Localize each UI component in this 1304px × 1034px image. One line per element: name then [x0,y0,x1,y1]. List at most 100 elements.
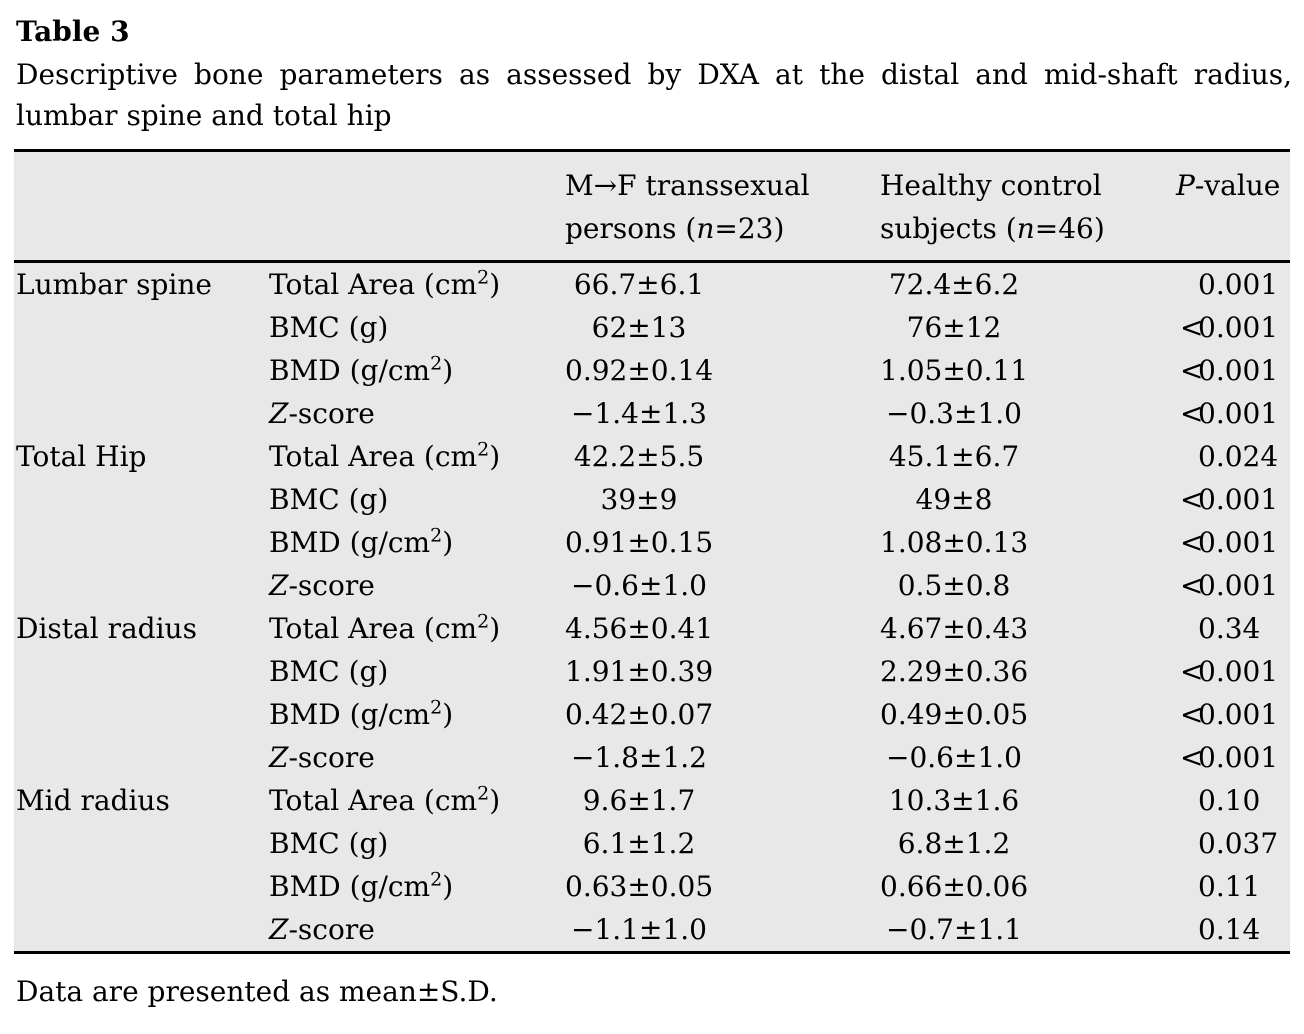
header-empty-cell-2 [267,150,563,263]
value-cell-mf: 42.2±5.5 [563,435,878,478]
pvalue-cell: 0.024 [1174,435,1290,478]
table-row: BMD (g/cm2) 0.91±0.15 1.08±0.13 <0.001 [14,521,1290,564]
value-cell-mf: 4.56±0.41 [563,607,878,650]
header-col-control: Healthy control subjects (n=46) [878,150,1174,263]
pvalue-less-than: < [1180,569,1204,602]
value-cell-control: 72.4±6.2 [878,262,1174,307]
header-mf-line1: M→F transsexual [565,169,810,202]
param-cell: BMD (g/cm2) [267,521,563,564]
pvalue-less-than: < [1180,526,1204,559]
value-cell-mf: 0.92±0.14 [563,349,878,392]
param-text: BMC (g) [269,311,389,344]
param-text-post: ) [442,526,454,559]
param-text: BMD (g/cm [269,526,431,559]
pvalue-cell: 0.34 [1174,607,1290,650]
param-italic: Z [269,397,289,430]
param-cell: Z-score [267,908,563,953]
value-cell-control: −0.7±1.1 [878,908,1174,953]
value-mf: 1.91±0.39 [565,655,714,688]
param-italic: Z [269,741,289,774]
table-row: BMD (g/cm2) 0.92±0.14 1.05±0.11 <0.001 [14,349,1290,392]
pvalue-less-than: < [1180,483,1204,516]
param-cell: BMC (g) [267,822,563,865]
value-mf: 62±13 [591,311,687,344]
param-text: -score [288,397,375,430]
pvalue-cell: <0.001 [1174,478,1290,521]
value-cell-mf: 62±13 [563,306,878,349]
group-cell [14,865,267,908]
param-text-post: ) [442,354,454,387]
value-control: 0.49±0.05 [880,698,1029,731]
param-cell: BMD (g/cm2) [267,693,563,736]
table-row: Z-score −1.1±1.0 −0.7±1.1 0.14 [14,908,1290,953]
value-control: −0.6±1.0 [886,741,1022,774]
header-row: M→F transsexual persons (n=23) Healthy co… [14,150,1290,263]
table-caption: Descriptive bone parameters as assessed … [16,58,1292,132]
table-row: Mid radius Total Area (cm2) 9.6±1.7 10.3±1.… [14,779,1290,822]
group-cell [14,306,267,349]
param-cell: BMD (g/cm2) [267,349,563,392]
table-row: BMC (g) 1.91±0.39 2.29±0.36 <0.001 [14,650,1290,693]
value-mf: 0.42±0.07 [565,698,714,731]
param-text: BMD (g/cm [269,698,431,731]
table-row: BMC (g) 39±9 49±8 <0.001 [14,478,1290,521]
value-mf: 6.1±1.2 [582,827,696,860]
value-cell-mf: 0.42±0.07 [563,693,878,736]
value-control: 6.8±1.2 [897,827,1011,860]
table-footnote: Data are presented as mean±S.D. [16,975,498,1008]
group-cell [14,349,267,392]
param-italic: Z [269,913,289,946]
value-mf: 4.56±0.41 [565,612,714,645]
value-mf: 0.92±0.14 [565,354,714,387]
param-italic: Z [269,569,289,602]
param-text-post: ) [442,870,454,903]
pvalue-value: 0.001 [1198,483,1279,516]
value-cell-mf: −1.4±1.3 [563,392,878,435]
value-control: 45.1±6.7 [888,440,1020,473]
group-cell: Total Hip [16,440,147,473]
param-text: -score [288,913,375,946]
group-cell: Distal radius [16,612,197,645]
header-control-line2-post: =46) [1034,212,1105,245]
header-mf-line2: persons ( [565,212,697,245]
pvalue-less-than: < [1180,397,1204,430]
param-superscript: 2 [430,524,443,547]
pvalue-value: 0.001 [1198,698,1279,731]
pvalue-value: 0.024 [1198,440,1279,473]
group-cell [14,521,267,564]
pvalue-value: 0.10 [1198,784,1261,817]
pvalue-cell: 0.10 [1174,779,1290,822]
param-text-post: ) [442,698,454,731]
value-control: 1.05±0.11 [880,354,1029,387]
value-cell-control: 45.1±6.7 [878,435,1174,478]
pvalue-value: 0.001 [1198,397,1279,430]
value-cell-control: −0.3±1.0 [878,392,1174,435]
value-control: 4.67±0.43 [880,612,1029,645]
value-control: 0.66±0.06 [880,870,1029,903]
value-mf: 0.63±0.05 [565,870,714,903]
table-row: Z-score −1.4±1.3 −0.3±1.0 <0.001 [14,392,1290,435]
pvalue-cell: 0.001 [1174,262,1290,307]
param-text: Total Area (cm [269,784,478,817]
value-cell-control: 2.29±0.36 [878,650,1174,693]
group-cell [14,908,267,953]
header-empty-cell-1 [14,150,267,263]
value-cell-control: 49±8 [878,478,1174,521]
value-mf: −1.8±1.2 [571,741,707,774]
table-row: BMC (g) 6.1±1.2 6.8±1.2 0.037 [14,822,1290,865]
header-control-n: n [1016,212,1035,245]
group-cell [14,650,267,693]
table-row: Lumbar spine Total Area (cm2) 66.7±6.1 72.4… [14,262,1290,307]
pvalue-value: 0.001 [1198,655,1279,688]
value-cell-mf: 9.6±1.7 [563,779,878,822]
pvalue-cell: <0.001 [1174,521,1290,564]
value-control: 72.4±6.2 [888,268,1020,301]
header-mf-n: n [696,212,715,245]
value-cell-mf: 0.91±0.15 [563,521,878,564]
value-control: 1.08±0.13 [880,526,1029,559]
param-text-post: ) [489,612,501,645]
value-cell-control: 4.67±0.43 [878,607,1174,650]
table-row: Total Hip Total Area (cm2) 42.2±5.5 45.1±6.… [14,435,1290,478]
table-row: BMC (g) 62±13 76±12 <0.001 [14,306,1290,349]
group-cell [14,392,267,435]
